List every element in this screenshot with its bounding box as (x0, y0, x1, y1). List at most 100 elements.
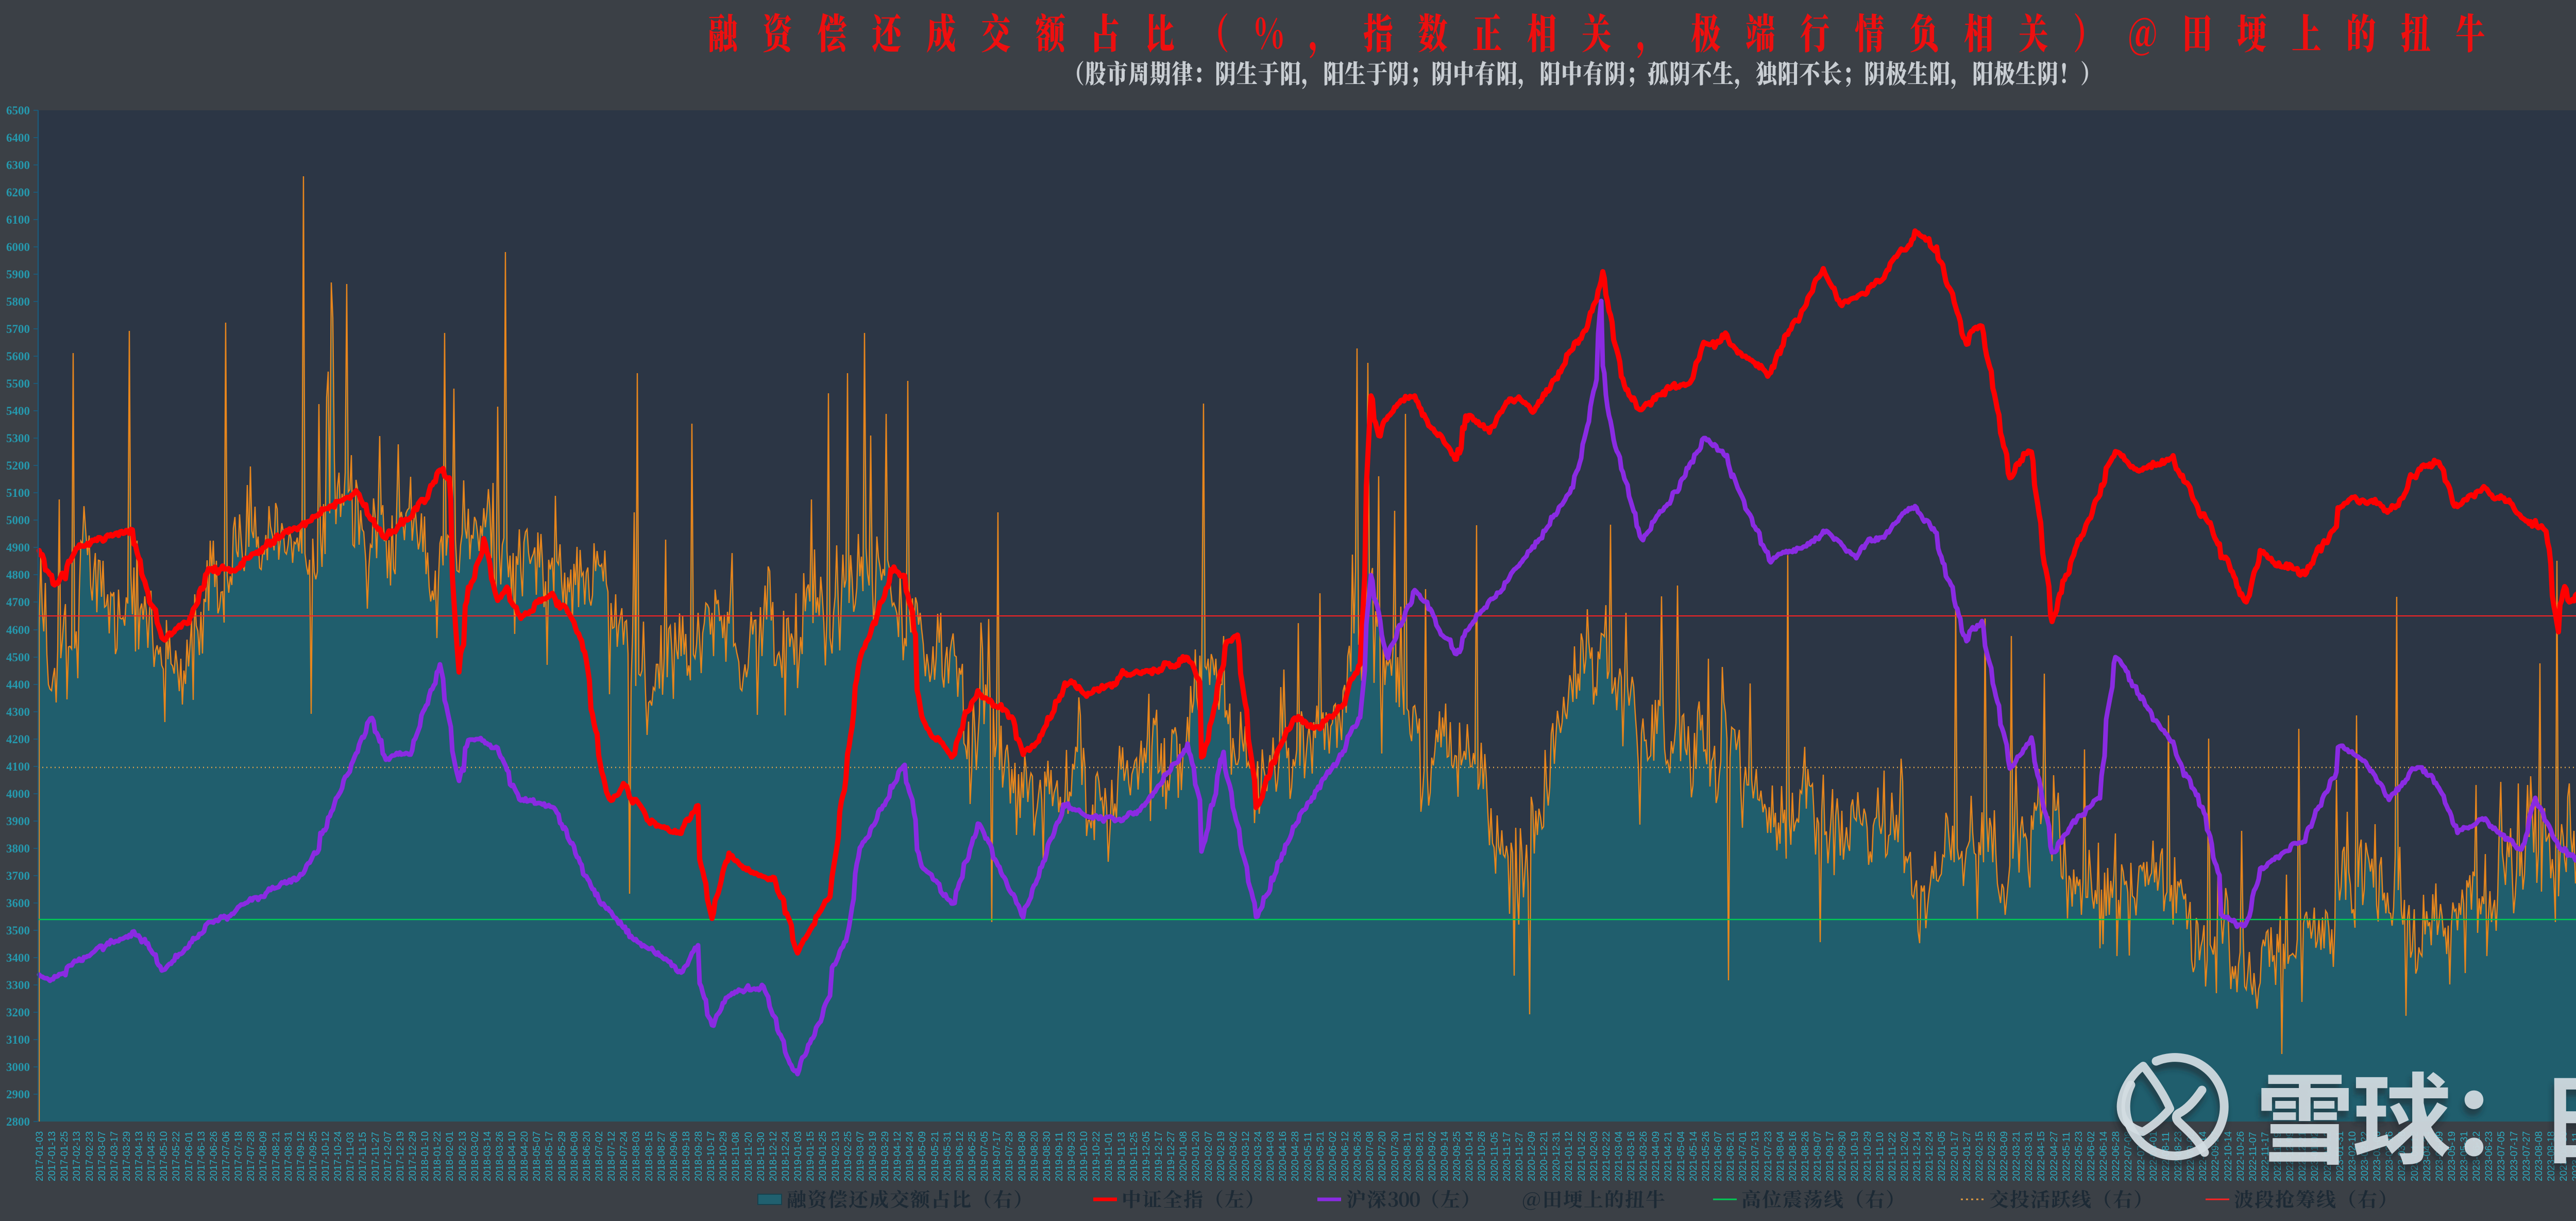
svg-text:2020-03-12: 2020-03-12 (1241, 1131, 1251, 1181)
svg-text:2017-07-18: 2017-07-18 (233, 1131, 244, 1181)
svg-text:2017-04-13: 2017-04-13 (134, 1131, 145, 1181)
svg-text:2020-04-28: 2020-04-28 (1290, 1131, 1301, 1181)
svg-text:2018-03-14: 2018-03-14 (482, 1131, 493, 1181)
svg-text:2019-03-29: 2019-03-29 (880, 1131, 891, 1181)
svg-text:2018-05-07: 2018-05-07 (532, 1131, 543, 1181)
svg-text:2022-02-25: 2022-02-25 (1987, 1131, 1997, 1181)
svg-text:2020-09-02: 2020-09-02 (1427, 1131, 1438, 1181)
svg-text:2021-09-17: 2021-09-17 (1825, 1131, 1836, 1181)
svg-text:2022-10-14: 2022-10-14 (2223, 1131, 2234, 1181)
svg-text:2018-09-18: 2018-09-18 (681, 1131, 692, 1181)
svg-text:6300: 6300 (6, 159, 30, 172)
svg-text:2022-05-11: 2022-05-11 (2061, 1132, 2072, 1181)
svg-text:2019-02-13: 2019-02-13 (831, 1131, 841, 1181)
svg-text:2021-12-24: 2021-12-24 (1924, 1131, 1935, 1181)
svg-text:2018-11-30: 2018-11-30 (756, 1132, 767, 1181)
svg-text:2021-10-19: 2021-10-19 (1850, 1131, 1860, 1181)
svg-text:2020-05-11: 2020-05-11 (1303, 1132, 1314, 1181)
svg-text:2020-04-03: 2020-04-03 (1265, 1131, 1276, 1181)
svg-text:2020-06-26: 2020-06-26 (1352, 1131, 1363, 1181)
svg-text:2017-05-10: 2017-05-10 (159, 1131, 170, 1181)
svg-text:2019-08-08: 2019-08-08 (1017, 1131, 1028, 1181)
svg-text:2800: 2800 (6, 1115, 30, 1128)
svg-text:3500: 3500 (6, 924, 30, 937)
svg-text:4300: 4300 (6, 706, 30, 718)
svg-text:2019-09-23: 2019-09-23 (1066, 1131, 1077, 1181)
svg-text:6200: 6200 (6, 186, 30, 199)
svg-text:3400: 3400 (6, 951, 30, 964)
svg-text:2017-07-28: 2017-07-28 (246, 1131, 257, 1181)
svg-text:2020-01-20: 2020-01-20 (1191, 1131, 1201, 1181)
svg-text:2018-08-03: 2018-08-03 (631, 1131, 642, 1181)
svg-text:2020-07-30: 2020-07-30 (1390, 1131, 1401, 1181)
svg-text:2021-12-02: 2021-12-02 (1900, 1131, 1910, 1181)
svg-text:2017-02-13: 2017-02-13 (72, 1131, 82, 1181)
svg-text:2021-02-03: 2021-02-03 (1589, 1131, 1600, 1181)
svg-text:2019-05-21: 2019-05-21 (930, 1131, 941, 1181)
svg-text:2021-07-23: 2021-07-23 (1763, 1131, 1774, 1181)
svg-text:2018-01-10: 2018-01-10 (420, 1131, 431, 1181)
svg-text:2018-08-27: 2018-08-27 (656, 1131, 667, 1181)
svg-text:2021-06-07: 2021-06-07 (1713, 1131, 1724, 1181)
svg-text:2022-05-23: 2022-05-23 (2074, 1131, 2084, 1181)
svg-text:2019-03-19: 2019-03-19 (868, 1131, 878, 1181)
svg-text:2020-10-26: 2020-10-26 (1477, 1131, 1487, 1181)
svg-text:2017-06-01: 2017-06-01 (184, 1131, 195, 1181)
svg-text:2020-06-12: 2020-06-12 (1340, 1131, 1351, 1181)
svg-text:3900: 3900 (6, 815, 30, 828)
svg-text:2020-08-21: 2020-08-21 (1415, 1131, 1426, 1181)
svg-text:2022-04-27: 2022-04-27 (2049, 1131, 2060, 1181)
svg-text:5400: 5400 (6, 405, 30, 417)
svg-text:5100: 5100 (6, 487, 30, 499)
svg-text:2018-03-02: 2018-03-02 (470, 1131, 481, 1181)
svg-text:2022-02-15: 2022-02-15 (1974, 1131, 1985, 1181)
svg-text:4700: 4700 (6, 596, 30, 609)
svg-text:2017-11-03: 2017-11-03 (345, 1132, 356, 1181)
svg-text:2018-07-12: 2018-07-12 (606, 1131, 617, 1181)
svg-text:2019-09-11: 2019-09-11 (1054, 1132, 1065, 1181)
svg-text:2020-04-16: 2020-04-16 (1278, 1131, 1289, 1181)
svg-text:2900: 2900 (6, 1088, 30, 1101)
svg-text:2021-07-13: 2021-07-13 (1750, 1131, 1761, 1181)
svg-text:2017-12-29: 2017-12-29 (408, 1131, 418, 1181)
svg-text:2020-11-27: 2020-11-27 (1514, 1132, 1525, 1181)
svg-text:2018-11-08: 2018-11-08 (731, 1132, 741, 1181)
svg-text:2018-12-12: 2018-12-12 (768, 1131, 779, 1181)
svg-text:2020-10-14: 2020-10-14 (1464, 1131, 1475, 1181)
svg-text:2017-11-27: 2017-11-27 (370, 1132, 381, 1181)
svg-text:5200: 5200 (6, 459, 30, 472)
svg-text:2021-06-21: 2021-06-21 (1725, 1131, 1736, 1181)
svg-text:2020-12-31: 2020-12-31 (1551, 1131, 1562, 1181)
svg-text:5300: 5300 (6, 432, 30, 445)
svg-text:2017-02-23: 2017-02-23 (84, 1131, 95, 1181)
svg-text:3800: 3800 (6, 842, 30, 855)
svg-text:2019-06-25: 2019-06-25 (967, 1131, 978, 1181)
svg-text:6100: 6100 (6, 213, 30, 226)
svg-text:2018-08-15: 2018-08-15 (644, 1131, 655, 1181)
svg-text:2018-11-20: 2018-11-20 (743, 1132, 754, 1181)
svg-text:2022-01-05: 2022-01-05 (1937, 1131, 1947, 1181)
svg-text:5900: 5900 (6, 268, 30, 281)
svg-text:2020-06-02: 2020-06-02 (1328, 1131, 1338, 1181)
svg-text:2021-08-16: 2021-08-16 (1788, 1131, 1799, 1181)
svg-text:2021-01-12: 2021-01-12 (1564, 1131, 1574, 1181)
svg-text:2021-08-04: 2021-08-04 (1775, 1131, 1786, 1181)
svg-text:2018-12-24: 2018-12-24 (781, 1131, 791, 1181)
svg-text:2022-06-28: 2022-06-28 (2111, 1131, 2122, 1181)
svg-text:2019-03-07: 2019-03-07 (855, 1131, 866, 1181)
svg-text:3200: 3200 (6, 1006, 30, 1019)
svg-text:2018-02-13: 2018-02-13 (457, 1131, 468, 1181)
svg-text:2019-10-10: 2019-10-10 (1079, 1131, 1090, 1181)
svg-text:5800: 5800 (6, 295, 30, 308)
svg-text:3600: 3600 (6, 897, 30, 910)
svg-text:2021-11-22: 2021-11-22 (1887, 1132, 1898, 1181)
svg-text:2023-07-27: 2023-07-27 (2521, 1131, 2532, 1181)
svg-text:2021-08-26: 2021-08-26 (1800, 1131, 1811, 1181)
svg-text:3100: 3100 (6, 1033, 30, 1046)
svg-text:2020-12-09: 2020-12-09 (1527, 1131, 1537, 1181)
svg-text:2017-09-25: 2017-09-25 (308, 1131, 319, 1181)
svg-text:2019-07-05: 2019-07-05 (979, 1131, 990, 1181)
svg-text:2018-04-10: 2018-04-10 (507, 1131, 518, 1181)
svg-text:5000: 5000 (6, 514, 30, 527)
svg-text:2019-04-12: 2019-04-12 (892, 1131, 903, 1181)
